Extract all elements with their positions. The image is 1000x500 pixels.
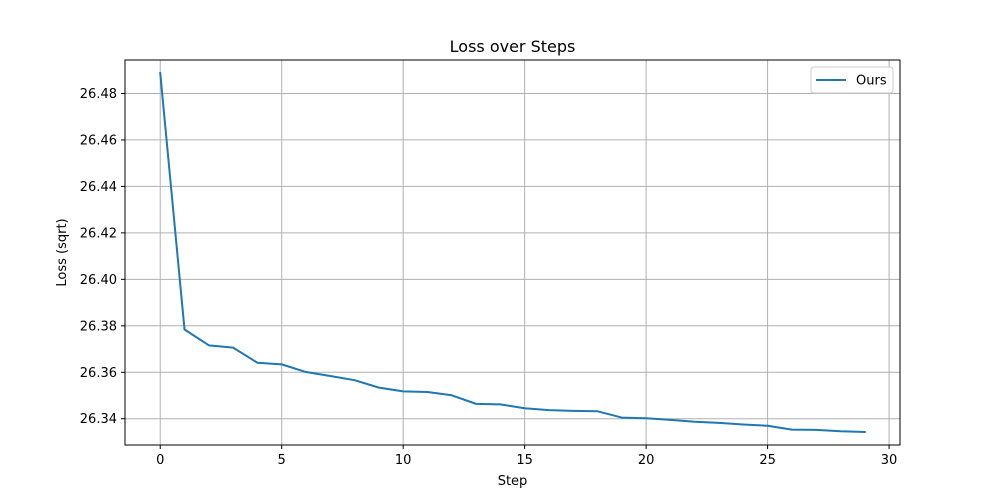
y-axis-ticks: 26.34 26.36 26.38 26.40 26.42 26.44 26.46 26.48 xyxy=(80,87,125,427)
y-tick-label: 26.46 xyxy=(80,133,117,148)
y-tick-label: 26.48 xyxy=(80,87,117,102)
y-tick-label: 26.38 xyxy=(80,319,117,334)
legend-label-ours: Ours xyxy=(856,74,887,89)
chart-title: Loss over Steps xyxy=(450,37,576,56)
x-tick-label: 5 xyxy=(278,453,286,468)
y-tick-label: 26.40 xyxy=(80,273,117,288)
y-tick-label: 26.44 xyxy=(80,180,117,195)
legend-box xyxy=(810,66,894,94)
y-tick-label: 26.36 xyxy=(80,366,117,381)
legend: Ours xyxy=(810,66,894,94)
x-tick-label: 20 xyxy=(638,453,655,468)
x-tick-label: 30 xyxy=(881,453,898,468)
x-tick-label: 10 xyxy=(395,453,412,468)
x-axis-label: Step xyxy=(498,474,528,489)
x-tick-label: 15 xyxy=(516,453,533,468)
x-axis-ticks: 0 5 10 15 20 25 30 xyxy=(156,445,897,468)
grid-lines xyxy=(125,60,900,445)
series-line-ours xyxy=(159,71,866,434)
x-tick-label: 0 xyxy=(156,453,164,468)
series-lines xyxy=(159,71,866,434)
y-axis-label: Loss (sqrt) xyxy=(55,218,70,286)
plot-area-frame xyxy=(124,59,901,446)
y-tick-label: 26.42 xyxy=(80,226,117,241)
y-tick-label: 26.34 xyxy=(80,412,117,427)
x-tick-label: 25 xyxy=(759,453,776,468)
